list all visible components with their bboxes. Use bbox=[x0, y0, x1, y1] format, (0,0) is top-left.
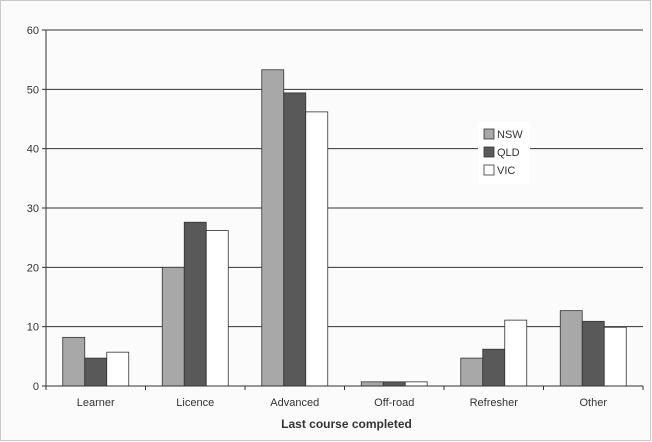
bar-nsw-refresher bbox=[460, 357, 484, 387]
y-tick-label: 10 bbox=[27, 322, 39, 334]
bar-nsw-licence bbox=[161, 266, 185, 387]
bar-nsw-learner bbox=[62, 336, 86, 387]
bar-nsw-off-road bbox=[360, 381, 384, 387]
x-category-label: Licence bbox=[176, 397, 214, 409]
legend-label-qld: QLD bbox=[497, 147, 520, 159]
bar-vic-advanced bbox=[305, 111, 329, 387]
bar-qld-licence bbox=[183, 221, 207, 387]
bar-vic-off-road bbox=[404, 381, 428, 387]
y-tick-label: 20 bbox=[27, 262, 39, 274]
bar-vic-licence bbox=[205, 230, 229, 387]
legend-swatch-vic bbox=[483, 164, 495, 176]
bar-nsw-advanced bbox=[261, 69, 285, 387]
legend-label-vic: VIC bbox=[497, 165, 515, 177]
bar-qld-off-road bbox=[382, 381, 406, 387]
bar-qld-refresher bbox=[482, 348, 506, 387]
y-tick-label: 60 bbox=[27, 25, 39, 37]
bar-vic-learner bbox=[106, 351, 130, 387]
y-tick-label: 40 bbox=[27, 144, 39, 156]
x-category-label: Refresher bbox=[470, 397, 519, 409]
legend: NSW QLD VIC bbox=[478, 122, 530, 184]
x-category-labels: Learner Licence Advanced Off-road Refresher O… bbox=[77, 397, 608, 409]
bar-qld-advanced bbox=[283, 92, 307, 387]
bar-vic-refresher bbox=[504, 319, 528, 387]
legend-swatch-nsw bbox=[483, 128, 495, 140]
bar-vic-other bbox=[603, 326, 627, 387]
gridlines bbox=[46, 29, 643, 328]
y-tick-label: 0 bbox=[33, 381, 39, 393]
bar-qld-learner bbox=[84, 357, 108, 387]
x-category-label: Advanced bbox=[270, 397, 319, 409]
y-tick-label: 30 bbox=[27, 203, 39, 215]
x-category-label: Learner bbox=[77, 397, 115, 409]
x-category-label: Other bbox=[579, 397, 607, 409]
axes bbox=[42, 29, 644, 390]
x-category-label: Off-road bbox=[374, 397, 414, 409]
legend-label-nsw: NSW bbox=[497, 129, 523, 141]
bar-qld-other bbox=[581, 320, 605, 387]
bars bbox=[62, 69, 627, 387]
y-tick-labels: 0 10 20 30 40 50 60 bbox=[27, 25, 39, 393]
y-tick-label: 50 bbox=[27, 84, 39, 96]
bar-nsw-other bbox=[559, 310, 583, 387]
legend-swatch-qld bbox=[483, 146, 495, 158]
x-axis-title: Last course completed bbox=[281, 417, 412, 431]
